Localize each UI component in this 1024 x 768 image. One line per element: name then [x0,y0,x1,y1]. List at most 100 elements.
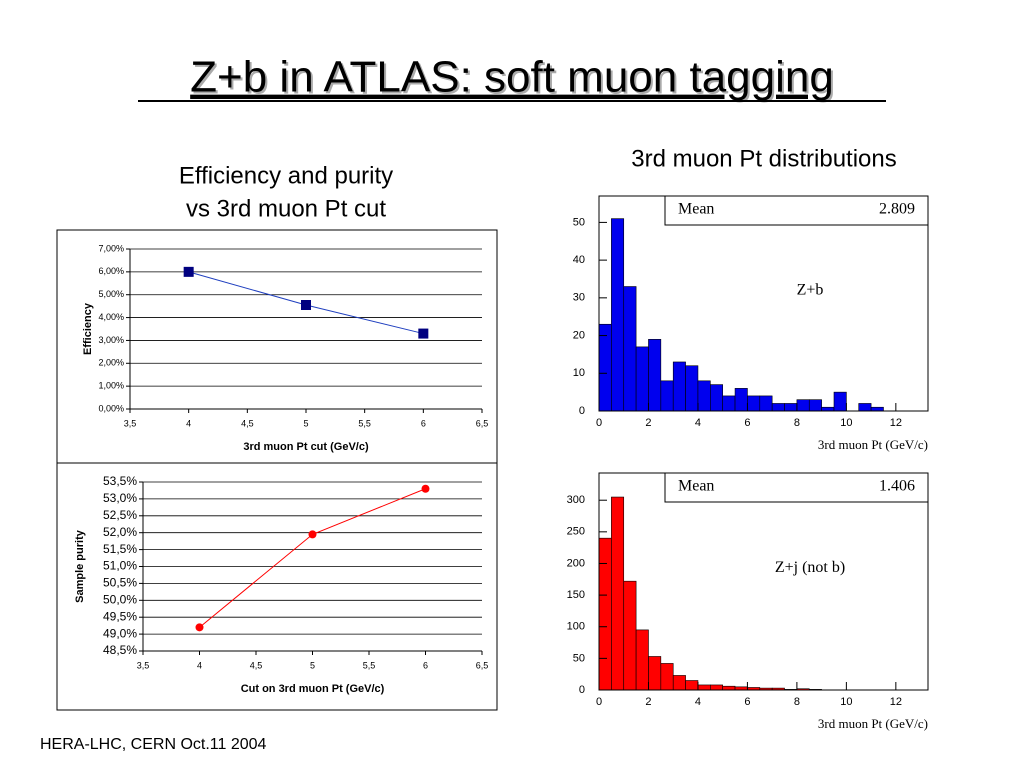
left-heading: vs 3rd muon Pt cut [186,195,386,222]
x-tick-label: 5 [303,418,308,428]
x-tick-label: 4 [197,660,202,670]
x-axis-label: 3rd muon Pt cut (GeV/c) [243,441,369,453]
marker [183,266,194,277]
y-tick-label: 200 [567,557,585,569]
y-tick-label: 52,0% [103,525,137,539]
x-tick-label: 5 [310,660,315,670]
x-tick-label: 2 [645,696,651,708]
marker [308,530,317,539]
bar [821,406,835,412]
marker [421,484,430,493]
x-tick-label: 0 [596,696,602,708]
bar [635,629,649,691]
bar [611,496,625,691]
y-axis-label: Sample purity [74,529,86,603]
annotation: Z+b [797,281,824,298]
stat-value: 2.809 [879,201,915,218]
x-tick-label: 10 [840,417,852,429]
y-tick-label: 50 [573,652,585,664]
x-tick-label: 6,5 [476,418,489,428]
bar [759,395,773,412]
slide-title: Z+b in ATLAS: soft muon tagging [190,53,834,102]
x-tick-label: 2 [645,417,651,429]
title-shadow: Z+b in ATLAS: soft muon tagging [192,55,836,104]
x-tick-label: 12 [890,417,902,429]
chart-frame [56,462,498,711]
y-tick-label: 50,5% [103,576,137,590]
y-tick-label: 20 [573,329,585,341]
stat-box [664,195,929,226]
x-tick-label: 6 [421,418,426,428]
bar [710,384,723,412]
y-tick-label: 4,00% [98,312,124,322]
x-tick-label: 12 [890,696,902,708]
x-tick-label: 8 [794,696,800,708]
y-tick-label: 51,0% [103,559,137,573]
bar [870,406,884,412]
y-tick-label: 250 [567,526,585,538]
y-tick-label: 100 [567,621,585,633]
x-tick-label: 0 [596,417,602,429]
left-heading: Efficiency and purity [179,162,393,189]
bar [833,391,847,412]
stat-value: 1.406 [879,478,915,495]
bar [734,388,748,412]
bar [685,680,699,691]
y-tick-label: 49,0% [103,626,137,640]
x-tick-label: 6,5 [476,660,489,670]
x-tick-label: 4 [695,696,701,708]
right-heading: 3rd muon Pt distributions [631,145,896,172]
x-tick-label: 5,5 [363,660,376,670]
x-tick-label: 4,5 [250,660,263,670]
x-tick-label: 10 [840,696,852,708]
x-axis-label: Cut on 3rd muon Pt (GeV/c) [241,683,385,695]
y-tick-label: 40 [573,254,585,266]
x-tick-label: 8 [794,417,800,429]
bar [648,656,662,691]
bar [598,323,612,412]
x-tick-label: 4 [186,418,191,428]
y-axis-label: Efficiency [82,302,94,355]
bar [648,339,662,412]
bar [672,361,686,412]
stat-box [664,472,929,503]
y-tick-label: 0 [579,405,585,417]
y-tick-label: 30 [573,292,585,304]
marker [195,623,204,632]
y-tick-label: 52,5% [103,508,137,522]
y-tick-label: 10 [573,367,585,379]
bar [808,399,822,412]
data-line [199,488,426,628]
stat-label: Mean [678,478,714,495]
y-tick-label: 48,5% [103,643,137,657]
x-tick-label: 5,5 [358,418,371,428]
y-tick-label: 50 [573,216,585,228]
bar [685,365,699,412]
x-tick-label: 3,5 [137,660,150,670]
x-tick-label: 4 [695,417,701,429]
x-tick-label: 6 [744,417,750,429]
y-tick-label: 150 [567,589,585,601]
annotation: Z+j (not b) [775,559,845,576]
y-tick-label: 1,00% [98,381,124,391]
x-tick-label: 4,5 [241,418,254,428]
y-tick-label: 6,00% [98,266,124,276]
bar [660,663,674,691]
y-tick-label: 7,00% [98,243,124,253]
y-tick-label: 53,5% [103,474,137,488]
bar [697,684,711,691]
y-tick-label: 2,00% [98,358,124,368]
x-tick-label: 6 [744,696,750,708]
bar [710,684,723,691]
footer: HERA-LHC, CERN Oct.11 2004 [40,736,267,753]
y-tick-label: 3,00% [98,335,124,345]
bar [784,403,798,412]
bar [771,403,785,412]
y-tick-label: 50,0% [103,592,137,606]
x-axis-label: 3rd muon Pt (GeV/c) [818,716,928,731]
bar [635,346,649,412]
marker [418,328,429,339]
bar [598,537,612,691]
bar [623,286,637,412]
y-tick-label: 49,5% [103,609,137,623]
